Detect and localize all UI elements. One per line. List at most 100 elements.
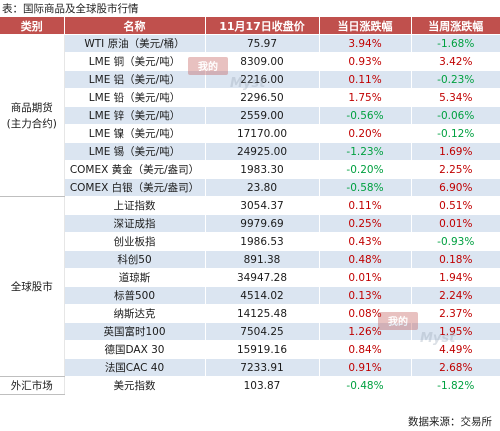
- name-cell: LME 铅（美元/吨）: [63, 88, 205, 107]
- name-cell: 法国CAC 40: [63, 358, 205, 377]
- table-row: 创业板指 1986.53 0.43% -0.93%: [0, 232, 500, 251]
- name-cell: 深证成指: [63, 214, 205, 233]
- close-price-cell: 2559.00: [204, 106, 319, 125]
- table-row: 纳斯达克 14125.48 0.08% 2.37%: [0, 304, 500, 323]
- close-price-cell: 7233.91: [204, 358, 319, 377]
- close-price-cell: 1983.30: [204, 160, 319, 179]
- close-price-cell: 17170.00: [204, 124, 319, 143]
- name-cell: WTI 原油（美元/桶）: [63, 34, 205, 53]
- weekly-change-cell: 5.34%: [410, 88, 500, 107]
- close-price-cell: 8309.00: [204, 52, 319, 71]
- daily-change-cell: -0.20%: [318, 160, 411, 179]
- table-header-row: 类别 名称 11月17日收盘价 当日涨跌幅 当周涨跌幅: [0, 17, 500, 35]
- market-table: 类别 名称 11月17日收盘价 当日涨跌幅 当周涨跌幅 商品期货 (主力合约) W…: [0, 17, 500, 395]
- table-row: 全球股市 上证指数 3054.37 0.11% 0.51%: [0, 196, 500, 377]
- daily-change-cell: -0.58%: [318, 178, 411, 197]
- daily-change-cell: 3.94%: [318, 34, 411, 53]
- table-row: LME 锌（美元/吨） 2559.00 -0.56% -0.06%: [0, 106, 500, 125]
- name-cell: 美元指数: [63, 376, 205, 395]
- weekly-change-cell: 0.51%: [410, 196, 500, 215]
- close-price-cell: 3054.37: [204, 196, 319, 215]
- daily-change-cell: 0.84%: [318, 340, 411, 359]
- name-cell: 创业板指: [63, 232, 205, 251]
- weekly-change-cell: 1.95%: [410, 322, 500, 341]
- weekly-change-cell: 4.49%: [410, 340, 500, 359]
- table-row: LME 锡（美元/吨） 24925.00 -1.23% 1.69%: [0, 142, 500, 161]
- table-row: LME 铜（美元/吨） 8309.00 0.93% 3.42%: [0, 52, 500, 71]
- table-row: 科创50 891.38 0.48% 0.18%: [0, 250, 500, 269]
- weekly-change-cell: 2.37%: [410, 304, 500, 323]
- close-price-cell: 4514.02: [204, 286, 319, 305]
- name-cell: COMEX 白银（美元/盎司）: [63, 178, 205, 197]
- close-price-cell: 9979.69: [204, 214, 319, 233]
- table-row: 德国DAX 30 15919.16 0.84% 4.49%: [0, 340, 500, 359]
- weekly-change-cell: -0.06%: [410, 106, 500, 125]
- close-price-cell: 15919.16: [204, 340, 319, 359]
- close-price-cell: 103.87: [204, 376, 319, 395]
- name-cell: 英国富时100: [63, 322, 205, 341]
- weekly-change-cell: -0.23%: [410, 70, 500, 89]
- table-row: LME 铅（美元/吨） 2296.50 1.75% 5.34%: [0, 88, 500, 107]
- daily-change-cell: 0.25%: [318, 214, 411, 233]
- header-daily-change: 当日涨跌幅: [318, 17, 411, 35]
- daily-change-cell: 0.91%: [318, 358, 411, 377]
- weekly-change-cell: 3.42%: [410, 52, 500, 71]
- close-price-cell: 891.38: [204, 250, 319, 269]
- header-weekly-change: 当周涨跌幅: [410, 17, 500, 35]
- weekly-change-cell: -1.82%: [410, 376, 500, 395]
- name-cell: 道琼斯: [63, 268, 205, 287]
- table-row: 英国富时100 7504.25 1.26% 1.95%: [0, 322, 500, 341]
- name-cell: LME 铝（美元/吨）: [63, 70, 205, 89]
- name-cell: 上证指数: [63, 196, 205, 215]
- daily-change-cell: 0.43%: [318, 232, 411, 251]
- name-cell: LME 锌（美元/吨）: [63, 106, 205, 125]
- name-cell: COMEX 黄金（美元/盎司）: [63, 160, 205, 179]
- daily-change-cell: 0.08%: [318, 304, 411, 323]
- weekly-change-cell: 0.18%: [410, 250, 500, 269]
- close-price-cell: 24925.00: [204, 142, 319, 161]
- weekly-change-cell: -0.93%: [410, 232, 500, 251]
- category-cell: 全球股市: [0, 196, 65, 377]
- daily-change-cell: 1.26%: [318, 322, 411, 341]
- table-row: COMEX 白银（美元/盎司） 23.80 -0.58% 6.90%: [0, 178, 500, 197]
- table-row: 深证成指 9979.69 0.25% 0.01%: [0, 214, 500, 233]
- table-row: 法国CAC 40 7233.91 0.91% 2.68%: [0, 358, 500, 377]
- name-cell: LME 锡（美元/吨）: [63, 142, 205, 161]
- daily-change-cell: 0.93%: [318, 52, 411, 71]
- table-row: 外汇市场 美元指数 103.87 -0.48% -1.82%: [0, 376, 500, 395]
- daily-change-cell: 0.20%: [318, 124, 411, 143]
- weekly-change-cell: 1.94%: [410, 268, 500, 287]
- weekly-change-cell: 2.25%: [410, 160, 500, 179]
- weekly-change-cell: 6.90%: [410, 178, 500, 197]
- close-price-cell: 14125.48: [204, 304, 319, 323]
- table-row: LME 铝（美元/吨） 2216.00 0.11% -0.23%: [0, 70, 500, 89]
- close-price-cell: 34947.28: [204, 268, 319, 287]
- name-cell: LME 镍（美元/吨）: [63, 124, 205, 143]
- category-cell: 商品期货 (主力合约): [0, 34, 65, 197]
- name-cell: LME 铜（美元/吨）: [63, 52, 205, 71]
- close-price-cell: 23.80: [204, 178, 319, 197]
- category-cell: 外汇市场: [0, 376, 65, 395]
- weekly-change-cell: 2.68%: [410, 358, 500, 377]
- close-price-cell: 2216.00: [204, 70, 319, 89]
- close-price-cell: 1986.53: [204, 232, 319, 251]
- weekly-change-cell: -1.68%: [410, 34, 500, 53]
- table-row: 道琼斯 34947.28 0.01% 1.94%: [0, 268, 500, 287]
- weekly-change-cell: 2.24%: [410, 286, 500, 305]
- name-cell: 科创50: [63, 250, 205, 269]
- close-price-cell: 7504.25: [204, 322, 319, 341]
- daily-change-cell: 1.75%: [318, 88, 411, 107]
- weekly-change-cell: 0.01%: [410, 214, 500, 233]
- table-row: LME 镍（美元/吨） 17170.00 0.20% -0.12%: [0, 124, 500, 143]
- daily-change-cell: 0.01%: [318, 268, 411, 287]
- daily-change-cell: -0.48%: [318, 376, 411, 395]
- name-cell: 标普500: [63, 286, 205, 305]
- weekly-change-cell: 1.69%: [410, 142, 500, 161]
- table-row: 标普500 4514.02 0.13% 2.24%: [0, 286, 500, 305]
- daily-change-cell: -1.23%: [318, 142, 411, 161]
- name-cell: 德国DAX 30: [63, 340, 205, 359]
- table-row: COMEX 黄金（美元/盎司） 1983.30 -0.20% 2.25%: [0, 160, 500, 179]
- name-cell: 纳斯达克: [63, 304, 205, 323]
- daily-change-cell: 0.11%: [318, 70, 411, 89]
- weekly-change-cell: -0.12%: [410, 124, 500, 143]
